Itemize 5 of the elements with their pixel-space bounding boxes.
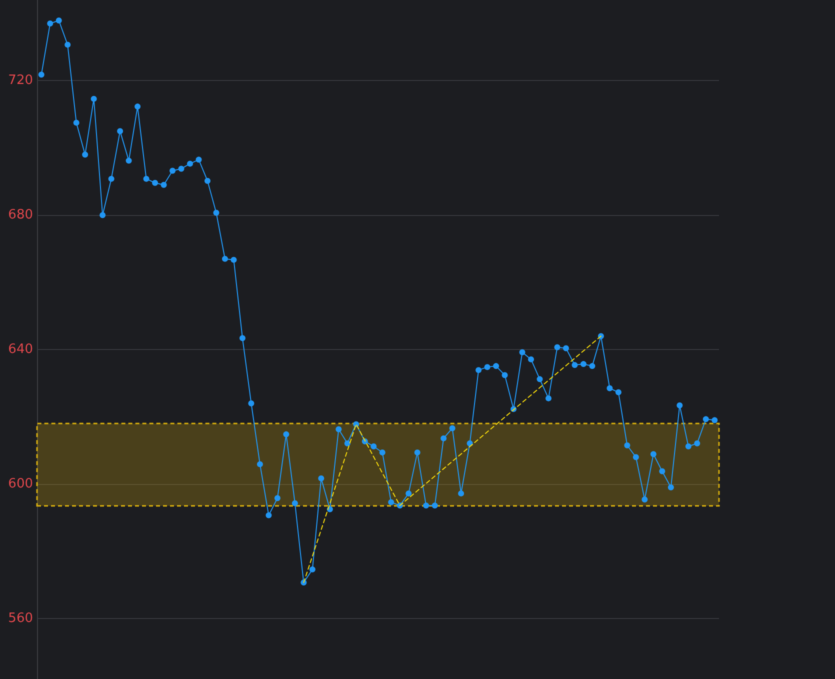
y-tick-label: 680: [8, 208, 33, 223]
y-tick-label: 600: [8, 476, 33, 492]
y-tick-label: 640: [8, 342, 33, 358]
y-tick-label: 720: [8, 73, 33, 88]
y-tick-label: 560: [8, 610, 33, 626]
